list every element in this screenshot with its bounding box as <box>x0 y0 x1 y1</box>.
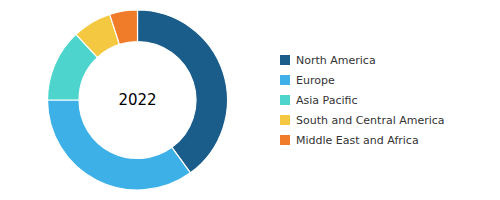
legend-label: Asia Pacific <box>296 94 358 107</box>
chart: 2022 North America Europe Asia Pacific South… <box>0 0 500 200</box>
legend-swatch <box>280 115 290 125</box>
legend-swatch <box>280 55 290 65</box>
slices <box>48 10 228 190</box>
legend-label: North America <box>296 54 376 67</box>
center-text: 2022 <box>118 91 156 109</box>
slice <box>48 100 191 190</box>
legend-swatch <box>280 75 290 85</box>
legend-label: Europe <box>296 74 335 87</box>
legend-label: South and Central America <box>296 114 445 127</box>
legend-swatch <box>280 135 290 145</box>
legend-swatch <box>280 95 290 105</box>
slice <box>110 10 138 44</box>
legend-label: Middle East and Africa <box>296 134 419 147</box>
chart-container: 2022 North America Europe Asia Pacific South… <box>0 0 500 200</box>
legend: North America Europe Asia Pacific South and… <box>280 54 445 147</box>
